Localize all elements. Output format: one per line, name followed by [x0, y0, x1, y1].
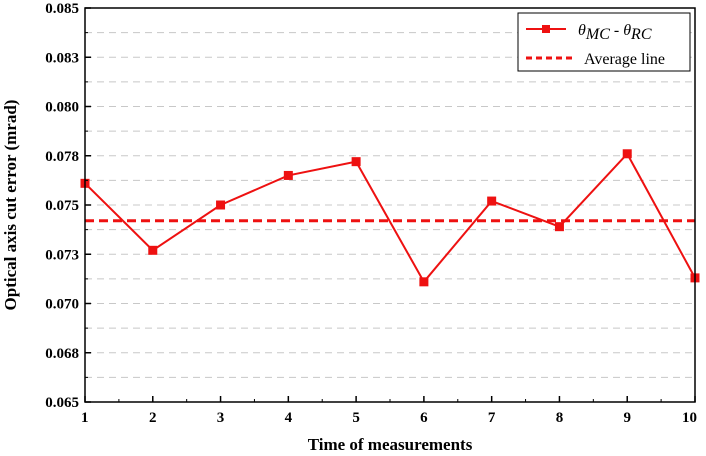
legend-theta-1: θ: [578, 22, 586, 39]
legend-theta-2: θ: [623, 22, 631, 39]
y-tick-label: 0.065: [45, 395, 79, 411]
legend: θMC - θRC Average line: [517, 12, 691, 72]
data-point: [283, 170, 293, 180]
y-tick-label: 0.083: [45, 50, 79, 66]
legend-average-label: Average line: [584, 51, 665, 68]
y-tick-label: 0.085: [45, 1, 79, 17]
grid-layer: [85, 32, 695, 378]
data-point: [554, 222, 564, 232]
x-tick-label: 1: [81, 410, 89, 426]
y-tick-label: 0.068: [45, 346, 79, 362]
x-tick-label: 2: [149, 410, 157, 426]
y-tick-label: 0.070: [45, 297, 79, 313]
legend-separator: -: [610, 22, 623, 39]
x-tick-label: 8: [556, 410, 564, 426]
data-point: [419, 277, 429, 287]
legend-box: [517, 12, 691, 72]
data-point: [216, 200, 226, 210]
x-axis-title: Time of measurements: [308, 435, 473, 454]
y-tick-label: 0.078: [45, 149, 79, 165]
x-tick-label: 6: [420, 410, 428, 426]
legend-subscript-2: RC: [630, 26, 652, 43]
x-tick-label: 4: [285, 410, 293, 426]
ticks-layer: 0.065 0.068 0.070 0.073 0.075 0.078 0.080 0.083…: [45, 1, 697, 426]
data-point: [622, 149, 632, 159]
legend-series-marker: [542, 25, 550, 33]
x-tick-label: 9: [623, 410, 631, 426]
series-line: [84, 152, 696, 284]
data-point: [351, 157, 361, 167]
y-tick-label: 0.073: [45, 247, 79, 263]
series-layer: [80, 149, 700, 287]
data-point: [487, 196, 497, 206]
x-tick-label: 3: [217, 410, 225, 426]
x-tick-label: 10: [682, 410, 697, 426]
y-tick-label: 0.075: [45, 198, 79, 214]
y-tick-label: 0.080: [45, 100, 79, 116]
x-tick-label: 7: [488, 410, 496, 426]
y-axis-title: Optical axis cut error (mrad): [1, 100, 20, 311]
legend-subscript-1: MC: [585, 26, 610, 43]
data-point: [148, 245, 158, 255]
legend-series-label: θMC - θRC: [578, 22, 652, 43]
x-tick-label: 5: [352, 410, 360, 426]
